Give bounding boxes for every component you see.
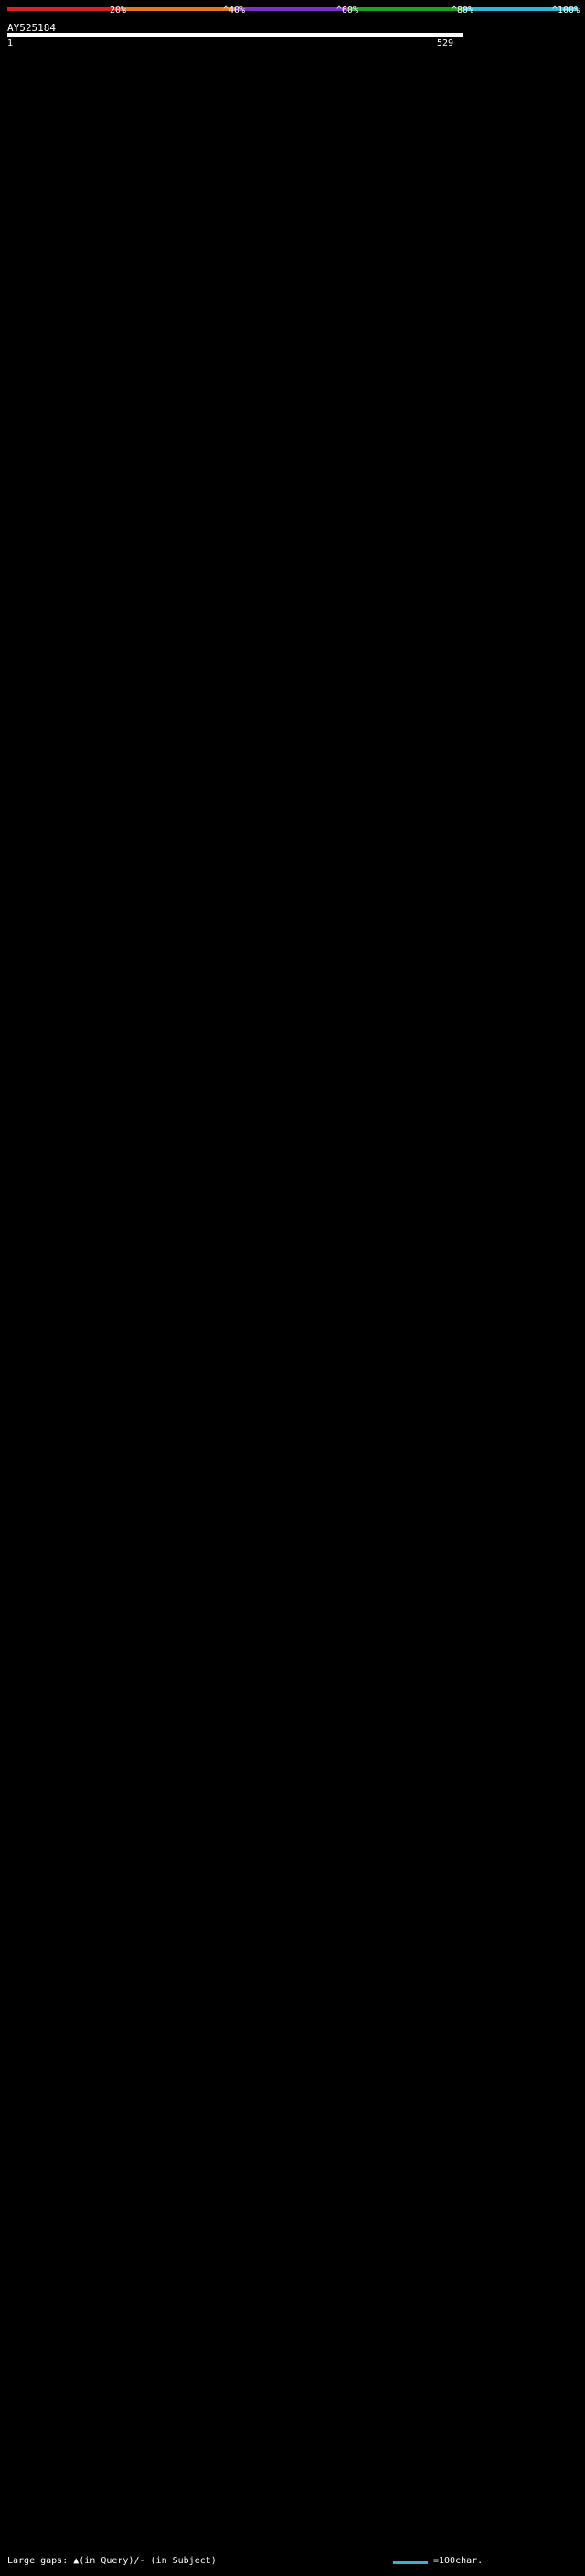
- query-name: AY525184: [7, 22, 56, 34]
- scale-segment-20: [7, 7, 122, 11]
- scale-segment-100: [464, 7, 578, 11]
- scale-end: 529: [437, 38, 454, 48]
- scale-label-100: ^100%: [552, 5, 580, 16]
- scale-label-20: 20%: [110, 5, 127, 16]
- legend: Large gaps: ▲(in Query)/- (in Subject) =…: [7, 2554, 578, 2569]
- scale-label-80: ^80%: [452, 5, 474, 16]
- scale-segment-60: [236, 7, 350, 11]
- query-bar: [7, 33, 463, 37]
- scale-label-40: ^40%: [223, 5, 246, 16]
- legend-gaps-text: Large gaps: ▲(in Query)/- (in Subject): [7, 2556, 217, 2566]
- identity-color-scale: 20% ^40% ^60% ^80% ^100%: [7, 5, 580, 18]
- scale-start: 1: [7, 38, 14, 48]
- scale-segment-80: [350, 7, 464, 11]
- legend-scale-bar: [393, 2561, 428, 2564]
- scale-segment-40: [122, 7, 236, 11]
- scale-label-60: ^60%: [336, 5, 359, 16]
- legend-bar-text: =100char.: [433, 2556, 484, 2566]
